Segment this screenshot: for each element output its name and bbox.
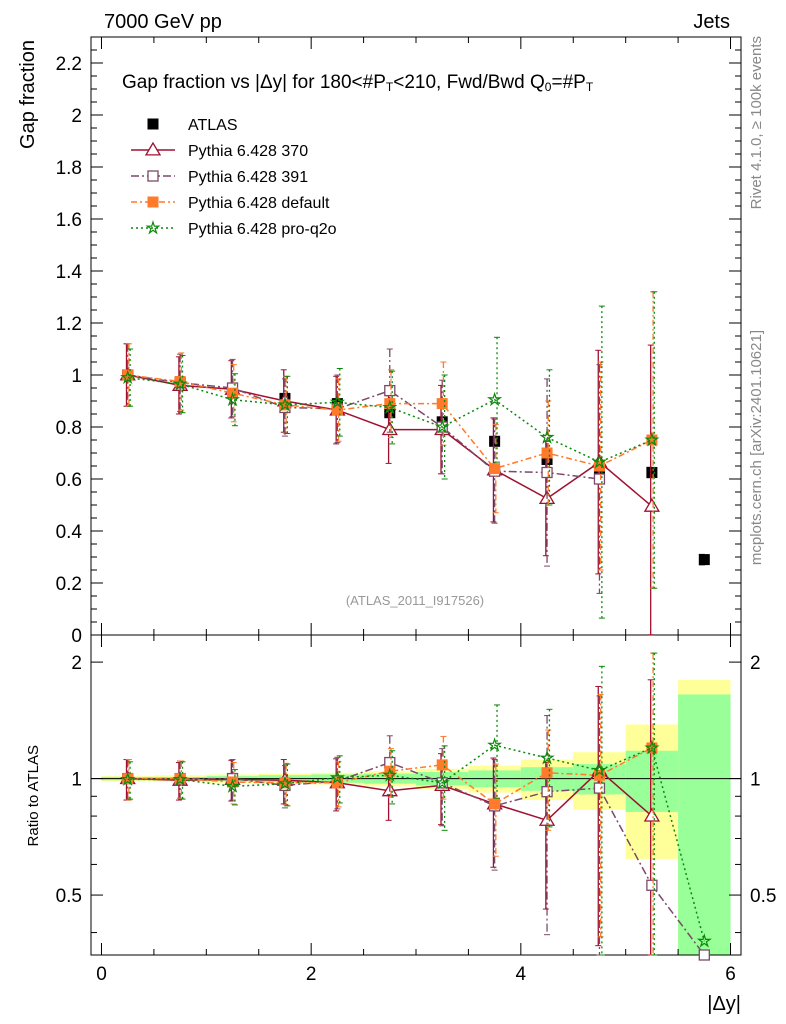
legend-marker-4 xyxy=(145,219,161,235)
ratio-point-1-10 xyxy=(643,807,661,822)
band-inner-10 xyxy=(625,750,679,812)
series-ratio xyxy=(119,652,712,961)
y-tick-label: 1.2 xyxy=(56,314,82,335)
upper-point-0-10 xyxy=(646,467,658,478)
ratio-point-3-8 xyxy=(541,767,553,779)
x-tick-label: 0 xyxy=(96,964,107,985)
ratio-tick-label: 1 xyxy=(71,770,82,791)
y-tick-label: 2 xyxy=(71,106,82,127)
header-right: Jets xyxy=(693,11,730,33)
band-inner-11 xyxy=(678,694,731,955)
upper-point-4-7 xyxy=(486,391,503,407)
ratio-line-3 xyxy=(127,747,653,805)
legend-label-4: Pythia 6.428 pro-q2o xyxy=(188,221,337,238)
upper-point-0-11 xyxy=(698,554,710,566)
ratio-tick-label-right: 0.5 xyxy=(750,886,776,907)
y-tick-label: 1.4 xyxy=(56,262,83,283)
y-tick-label: 2.2 xyxy=(56,54,82,75)
ratio-point-2-8 xyxy=(541,786,553,798)
upper-line-3 xyxy=(127,374,653,470)
ratio-point-4-7 xyxy=(487,737,503,752)
x-axis-title: |Δy| xyxy=(707,993,741,1015)
ratio-point-4-1 xyxy=(172,771,188,786)
ratio-tick-label: 2 xyxy=(71,653,82,674)
ratio-point-4-8 xyxy=(539,750,555,765)
x-tick-label: 6 xyxy=(725,964,736,985)
ratio-line-4 xyxy=(127,744,706,942)
upper-point-1-5 xyxy=(381,421,398,436)
ratio-tick-label-right: 2 xyxy=(750,653,761,674)
x-tick-label: 4 xyxy=(516,964,527,985)
upper-point-3-6 xyxy=(436,398,448,410)
axes: 0 2 4 6 0 0.2 0.4 0.6 0.8 1 1.2 1.4 1.6 1.8 2 2.2 0.5 0.5… xyxy=(56,36,776,985)
ratio-point-3-6 xyxy=(436,759,448,771)
legend-label-1: Pythia 6.428 370 xyxy=(188,143,308,160)
upper-point-4-3 xyxy=(277,396,293,412)
ratio-bands xyxy=(101,679,731,955)
upper-point-4-2 xyxy=(224,391,241,407)
upper-point-1-10 xyxy=(643,498,661,512)
ratio-point-4-2 xyxy=(224,778,241,793)
legend-label-0: ATLAS xyxy=(188,117,238,134)
upper-point-3-8 xyxy=(541,447,553,459)
upper-point-2-5 xyxy=(384,384,396,397)
x-tick-label: 2 xyxy=(306,964,317,985)
upper-point-4-1 xyxy=(172,376,188,391)
upper-point-3-5 xyxy=(384,398,396,410)
legend-marker-2 xyxy=(147,170,159,182)
legend-marker-3 xyxy=(147,196,159,208)
ratio-point-4-5 xyxy=(382,767,398,782)
chart-title: Gap fraction vs |Δy| for 180<#PT<210, Fw… xyxy=(122,72,594,94)
ratio-point-4-10 xyxy=(644,739,660,755)
mcplots-label: mcplots.cern.ch [arXiv:2401.10621] xyxy=(748,330,765,565)
legend-marker-1 xyxy=(144,141,162,156)
ratio-point-2-9 xyxy=(593,782,606,794)
upper-point-2-9 xyxy=(593,473,606,485)
upper-point-4-9 xyxy=(591,454,608,469)
y-tick-label: 0.4 xyxy=(56,522,83,543)
ratio-point-3-7 xyxy=(489,798,501,810)
y-tick-label: 0.6 xyxy=(56,470,82,491)
y-tick-label: 1.8 xyxy=(56,158,82,179)
ratio-point-4-11 xyxy=(696,933,712,948)
analysis-watermark: (ATLAS_2011_I917526) xyxy=(346,593,484,608)
upper-point-4-4 xyxy=(329,394,346,409)
ratio-point-4-0 xyxy=(120,771,136,786)
ratio-tick-label: 0.5 xyxy=(56,886,82,907)
upper-line-4 xyxy=(127,376,653,463)
upper-point-4-0 xyxy=(120,369,136,385)
header-left: 7000 GeV pp xyxy=(104,11,222,33)
ratio-point-4-3 xyxy=(277,775,293,791)
y-tick-label: 0.2 xyxy=(56,574,82,595)
upper-point-3-7 xyxy=(489,463,501,475)
upper-point-4-6 xyxy=(434,418,450,434)
series-upper xyxy=(119,291,710,636)
upper-point-2-8 xyxy=(541,466,553,479)
upper-point-3-9 xyxy=(593,460,605,472)
y-tick-label: 1 xyxy=(71,366,82,387)
y-tick-label: 0 xyxy=(71,626,82,647)
ratio-point-3-9 xyxy=(593,769,605,781)
ratio-point-4-9 xyxy=(591,762,608,777)
legend-marker-0 xyxy=(147,118,159,130)
y-tick-label: 0.8 xyxy=(56,418,82,439)
ratio-point-2-11 xyxy=(698,949,710,961)
ratio-point-4-4 xyxy=(329,769,346,785)
ratio-line-2 xyxy=(127,761,705,956)
ratio-point-4-6 xyxy=(434,774,450,790)
y-tick-label: 1.6 xyxy=(56,210,82,231)
upper-point-4-5 xyxy=(382,399,398,415)
rivet-label: Rivet 4.1.0, ≥ 100k events xyxy=(748,36,765,209)
upper-point-4-8 xyxy=(539,429,555,444)
legend: ATLAS Pythia 6.428 370 Pythia 6.428 391 Pyt… xyxy=(131,117,337,238)
upper-line-2 xyxy=(127,374,600,480)
ratio-point-2-10 xyxy=(646,879,658,891)
legend-label-2: Pythia 6.428 391 xyxy=(188,169,308,186)
legend-label-3: Pythia 6.428 default xyxy=(188,195,330,212)
y-axis-title: Gap fraction xyxy=(17,40,39,149)
upper-point-4-10 xyxy=(644,431,660,447)
ratio-tick-label-right: 1 xyxy=(750,770,761,791)
ratio-axis-title: Ratio to ATLAS xyxy=(25,745,42,846)
